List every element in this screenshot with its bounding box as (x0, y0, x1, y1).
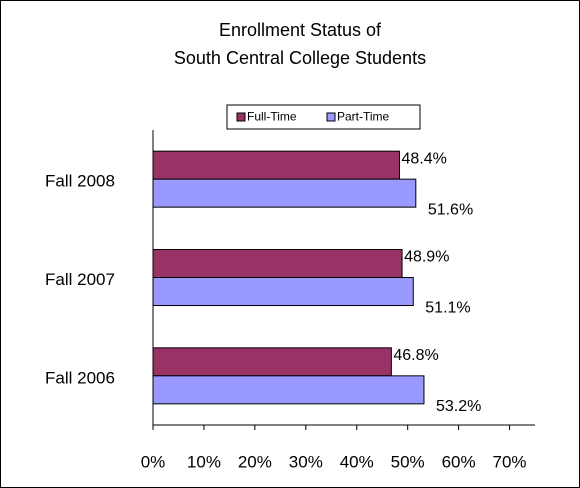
bar (152, 150, 401, 180)
y-tick-label: Fall 2007 (45, 270, 115, 289)
bar (152, 375, 425, 405)
bar (152, 178, 417, 208)
legend-label: Part-Time (337, 110, 390, 124)
legend-swatch (326, 112, 336, 122)
x-tick-label: 30% (289, 452, 323, 471)
data-label: 51.6% (428, 201, 473, 218)
bar (152, 347, 392, 377)
y-tick-label: Fall 2008 (45, 172, 115, 191)
bar (152, 249, 403, 278)
data-label: 48.4% (402, 150, 447, 167)
legend-label: Full-Time (247, 110, 297, 124)
chart-title: South Central College Students (174, 48, 426, 68)
x-tick-label: 0% (141, 452, 166, 471)
data-label: 46.8% (393, 347, 438, 364)
bar (152, 277, 414, 306)
x-tick-label: 50% (391, 452, 425, 471)
data-label: 53.2% (436, 398, 481, 415)
x-tick-label: 10% (187, 452, 221, 471)
x-tick-label: 60% (442, 452, 476, 471)
data-label: 51.1% (425, 300, 470, 317)
x-tick-label: 20% (238, 452, 272, 471)
x-tick-label: 40% (340, 452, 374, 471)
data-label: 48.9% (404, 249, 449, 266)
legend-box (226, 104, 421, 130)
y-tick-label: Fall 2006 (45, 368, 115, 387)
legend-swatch (236, 112, 246, 122)
x-tick-label: 70% (493, 452, 527, 471)
chart-title: Enrollment Status of (219, 20, 382, 40)
